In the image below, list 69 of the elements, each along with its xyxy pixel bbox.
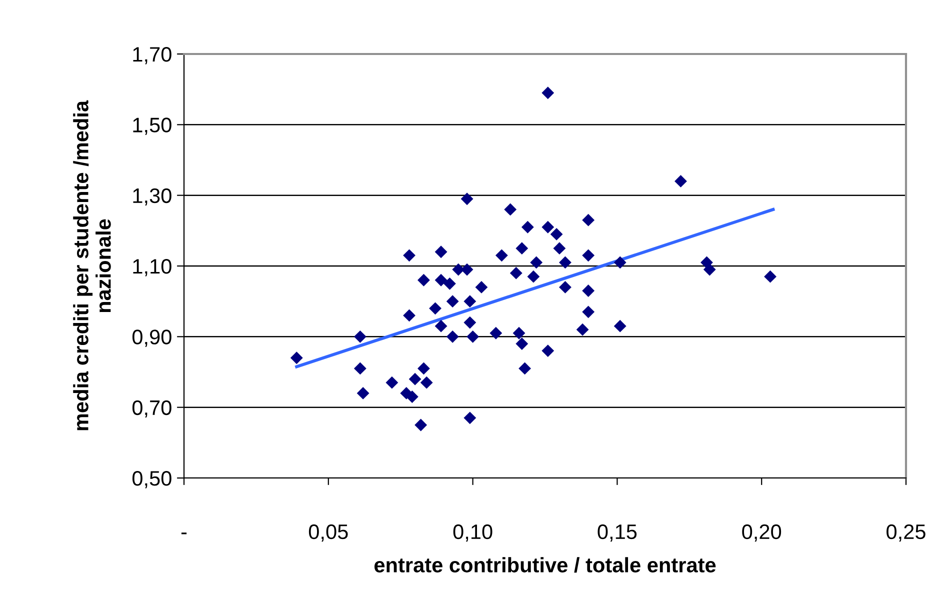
point xyxy=(516,338,528,350)
x-tick-label: 0,10 xyxy=(453,524,492,542)
point xyxy=(527,270,540,283)
x-axis-title: entrate contributive / totale entrate xyxy=(374,557,716,573)
point xyxy=(434,320,448,332)
point xyxy=(559,256,572,269)
point xyxy=(674,174,687,188)
point xyxy=(406,390,418,403)
point xyxy=(408,372,422,386)
point xyxy=(446,330,459,343)
y-tick-label: 1,30 xyxy=(133,188,172,206)
point xyxy=(460,192,474,206)
x-tick-label: 0,20 xyxy=(742,524,782,542)
point xyxy=(582,249,595,262)
point xyxy=(495,249,508,262)
point xyxy=(542,220,554,234)
x-tick-label: 0,15 xyxy=(598,524,637,542)
point xyxy=(403,249,416,262)
y-axis-title: media crediti per studente /media nazionale xyxy=(73,100,111,430)
point xyxy=(703,263,716,276)
point xyxy=(354,362,366,375)
point xyxy=(417,274,430,286)
point xyxy=(434,274,448,286)
point xyxy=(354,330,366,343)
point xyxy=(464,295,476,308)
point xyxy=(521,220,534,234)
point xyxy=(764,270,776,283)
y-tick-label: 1,50 xyxy=(133,118,172,135)
y-tick-label: 0,70 xyxy=(132,400,172,418)
point xyxy=(386,376,398,389)
y-tick-label: 0,90 xyxy=(132,330,172,347)
point xyxy=(576,323,589,336)
point xyxy=(429,302,442,315)
point xyxy=(466,330,480,343)
point xyxy=(516,242,528,255)
point xyxy=(553,242,566,255)
point xyxy=(614,256,626,269)
point xyxy=(582,214,595,226)
point xyxy=(512,326,526,340)
point xyxy=(490,326,502,340)
point xyxy=(290,352,303,364)
point xyxy=(356,386,370,400)
point xyxy=(518,362,531,375)
y-tick-label: 1,70 xyxy=(133,47,172,64)
point xyxy=(417,362,430,375)
point xyxy=(542,86,554,100)
point xyxy=(434,246,448,258)
point xyxy=(582,284,595,297)
point xyxy=(559,280,572,294)
point xyxy=(530,256,543,269)
point xyxy=(504,203,517,216)
point xyxy=(464,316,476,329)
point xyxy=(475,280,488,294)
point xyxy=(614,320,626,332)
point xyxy=(510,266,522,280)
x-tick-label: - xyxy=(181,532,187,534)
point xyxy=(403,309,416,322)
point xyxy=(542,344,554,358)
point xyxy=(414,418,428,432)
y-tick-label: 0,50 xyxy=(132,471,172,488)
point xyxy=(582,306,595,318)
point xyxy=(446,295,459,308)
point xyxy=(443,277,456,290)
x-tick-label: 0,05 xyxy=(308,524,348,542)
point xyxy=(550,228,563,240)
point xyxy=(464,412,476,424)
x-tick-label: 0,25 xyxy=(886,524,926,542)
point xyxy=(420,376,433,389)
y-tick-label: 1,10 xyxy=(133,259,172,276)
